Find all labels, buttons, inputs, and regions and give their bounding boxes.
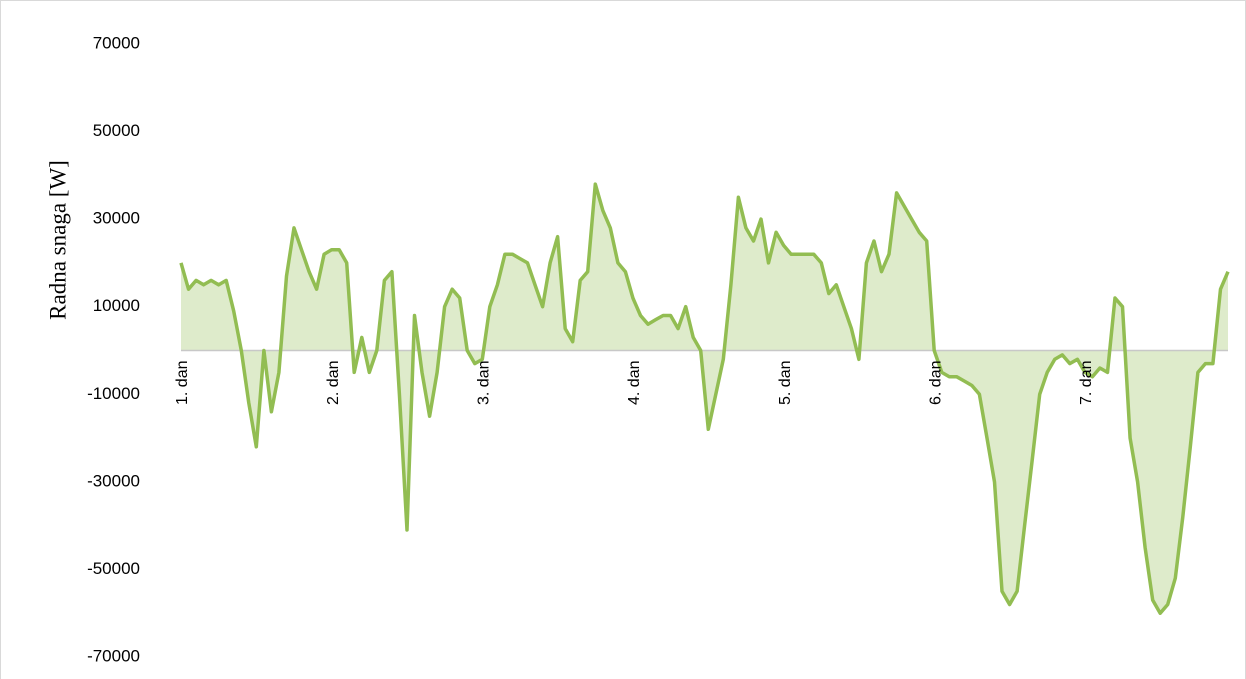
x-tick-label: 3. dan <box>476 361 493 405</box>
x-tick-label: 2. dan <box>325 361 342 405</box>
y-tick-label: -30000 <box>87 471 140 490</box>
y-tick-label: 70000 <box>93 33 140 52</box>
area <box>181 184 1228 614</box>
x-tick-label: 4. dan <box>626 361 643 405</box>
x-tick-label: 1. dan <box>174 361 191 405</box>
x-tick-label: 5. dan <box>777 361 794 405</box>
y-tick-label: 30000 <box>93 209 140 228</box>
y-tick-label: -10000 <box>87 384 140 403</box>
line <box>179 182 1230 615</box>
y-tick-label: -70000 <box>87 646 140 665</box>
x-tick-label: 7. dan <box>1078 361 1095 405</box>
y-tick-label: 10000 <box>93 296 140 315</box>
y-tick-label: 50000 <box>93 121 140 140</box>
y-tick-label: -50000 <box>87 559 140 578</box>
y-axis-label: Radna snaga [W] <box>45 160 70 320</box>
x-tick-label: 6. dan <box>927 361 944 405</box>
